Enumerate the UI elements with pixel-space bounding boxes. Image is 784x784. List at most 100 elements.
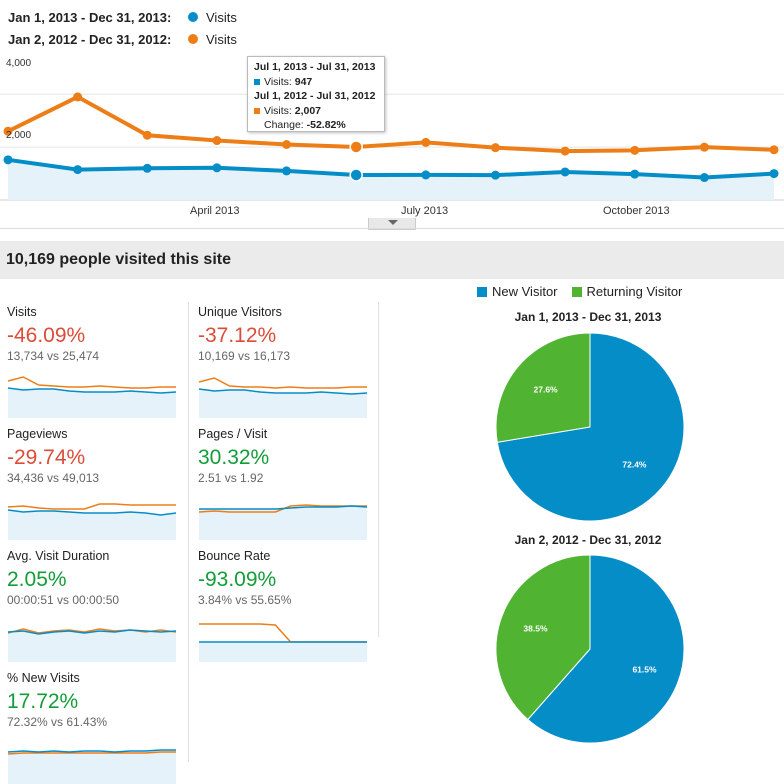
sparkline-previous — [7, 503, 176, 510]
summary-bar: 10,169 people visited this site — [0, 241, 784, 279]
x-tick-april-2013: April 2013 — [190, 205, 240, 217]
tooltip-change-value: -52.82% — [306, 119, 346, 131]
sparkline-area — [8, 630, 176, 662]
sparkline — [7, 628, 177, 662]
sparkline — [7, 376, 177, 418]
data-point-current[interactable] — [3, 155, 13, 165]
tooltip-current-value: 947 — [294, 75, 313, 88]
pie-title-2013: Jan 1, 2013 - Dec 31, 2013 — [514, 310, 662, 324]
legend-new-visitor[interactable]: New Visitor — [492, 284, 558, 299]
pie-slice-returning-visitor[interactable] — [495, 554, 591, 721]
legend-series-current[interactable]: Visits — [206, 9, 237, 25]
metric-name: Visits — [7, 305, 37, 319]
pie-slice-label: 38.5% — [523, 623, 548, 633]
data-point-previous[interactable] — [630, 145, 640, 155]
data-point-previous[interactable] — [699, 142, 709, 152]
data-point-current[interactable] — [560, 167, 570, 177]
pie-chart-2012[interactable]: 61.5% 38.5% — [490, 553, 690, 753]
metric-change: 2.05% — [7, 568, 67, 591]
sparkline-area — [8, 750, 176, 784]
sparkline — [198, 504, 368, 540]
data-point-previous[interactable] — [349, 140, 363, 154]
tooltip-previous-value: 2,007 — [294, 104, 322, 117]
series-dot-current — [188, 12, 198, 22]
data-point-previous[interactable] — [73, 92, 83, 102]
sparkline-previous — [199, 623, 367, 643]
sparkline-previous — [7, 751, 176, 755]
legend-series-previous[interactable]: Visits — [206, 31, 237, 47]
chart-legend: Jan 1, 2013 - Dec 31, 2013: Visits Jan 2… — [8, 6, 237, 50]
data-point-current[interactable] — [212, 163, 222, 173]
metric-unique-visitors[interactable]: Unique Visitors -37.12% 10,169 vs 16,173 — [198, 305, 376, 418]
data-point-current[interactable] — [421, 170, 431, 180]
legend-row-previous: Jan 2, 2012 - Dec 31, 2012: Visits — [8, 28, 237, 50]
legend-row-current: Jan 1, 2013 - Dec 31, 2013: Visits — [8, 6, 237, 28]
metric-name: Pageviews — [7, 427, 68, 441]
data-point-previous[interactable] — [490, 143, 500, 153]
metric-comparison: 00:00:51 vs 00:00:50 — [7, 593, 120, 607]
pie-slice-new-visitor[interactable] — [496, 332, 685, 522]
pie-slice-label: 27.6% — [534, 384, 559, 394]
sparkline — [7, 749, 176, 784]
metric-bounce-rate[interactable]: Bounce Rate -93.09% 3.84% vs 55.65% — [198, 549, 376, 662]
metric-percent-new-visits[interactable]: % New Visits 17.72% 72.32% vs 61.43% — [7, 671, 185, 784]
metric-change: -29.74% — [7, 446, 86, 469]
sparkline-current — [7, 749, 176, 753]
sparkline-previous — [7, 376, 176, 389]
sparkline-previous — [198, 377, 367, 389]
data-point-previous[interactable] — [212, 136, 222, 146]
tooltip-previous-swatch — [254, 107, 260, 114]
data-point-current[interactable] — [630, 169, 640, 179]
sparkline-area — [8, 510, 176, 540]
visits-line-chart[interactable]: 4,000 2,000 — [0, 52, 784, 202]
metrics-separator — [378, 302, 379, 637]
data-point-previous[interactable] — [282, 140, 292, 149]
x-tick-july-2013: July 2013 — [401, 205, 449, 217]
pie-slice-returning-visitor[interactable] — [495, 332, 591, 443]
data-point-current[interactable] — [349, 168, 363, 182]
metric-avg-visit-duration[interactable]: Avg. Visit Duration 2.05% 00:00:51 vs 00… — [7, 549, 185, 662]
tooltip-current-swatch — [254, 78, 260, 85]
data-point-previous[interactable] — [421, 137, 431, 147]
data-point-previous[interactable] — [3, 126, 13, 136]
metric-name: % New Visits — [7, 671, 80, 685]
data-point-current[interactable] — [142, 163, 152, 173]
data-point-previous[interactable] — [142, 130, 152, 140]
tooltip-current-range: Jul 1, 2013 - Jul 31, 2013 — [254, 61, 376, 73]
data-point-current[interactable] — [699, 173, 709, 183]
data-point-previous[interactable] — [560, 146, 570, 156]
legend-range-current: Jan 1, 2013 - Dec 31, 2013: — [8, 9, 172, 25]
metric-change: -46.09% — [7, 324, 86, 347]
legend-swatch-new — [477, 286, 487, 297]
legend-swatch-returning — [571, 286, 582, 297]
x-tick-october-2013: October 2013 — [603, 205, 670, 217]
metric-name: Avg. Visit Duration — [7, 549, 110, 563]
pie-slice-new-visitor[interactable] — [527, 554, 685, 744]
tooltip-previous-range: Jul 1, 2012 - Jul 31, 2012 — [254, 90, 376, 102]
data-point-current[interactable] — [490, 170, 500, 180]
metric-comparison: 10,169 vs 16,173 — [198, 349, 291, 363]
data-point-current[interactable] — [282, 166, 292, 176]
pie-chart-2013[interactable]: 72.4% 27.6% — [490, 331, 690, 531]
sparkline-current — [7, 387, 177, 394]
metric-change: -37.12% — [198, 324, 277, 347]
data-point-current[interactable] — [769, 169, 779, 179]
sparkline-area — [199, 506, 367, 540]
sparkline-area — [8, 388, 176, 418]
collapse-chart-toggle[interactable] — [368, 218, 416, 230]
current-series-area — [8, 159, 774, 200]
pie-legend: New Visitor Returning Visitor — [477, 284, 682, 299]
sparkline — [199, 623, 367, 662]
metric-pages-per-visit[interactable]: Pages / Visit 30.32% 2.51 vs 1.92 — [198, 427, 376, 540]
metric-comparison: 2.51 vs 1.92 — [198, 471, 264, 485]
tooltip-change-label: Change: — [264, 119, 304, 131]
metric-pageviews[interactable]: Pageviews -29.74% 34,436 vs 49,013 — [7, 427, 185, 540]
legend-returning-visitor[interactable]: Returning Visitor — [586, 284, 683, 299]
legend-range-previous: Jan 2, 2012 - Dec 31, 2012: — [8, 31, 172, 47]
sparkline-current — [198, 388, 368, 395]
data-point-previous[interactable] — [769, 145, 779, 155]
metric-visits[interactable]: Visits -46.09% 13,734 vs 25,474 — [7, 305, 185, 418]
data-point-current[interactable] — [73, 165, 83, 175]
tooltip-current-label: Visits: — [264, 75, 292, 88]
sparkline-current — [199, 505, 368, 510]
